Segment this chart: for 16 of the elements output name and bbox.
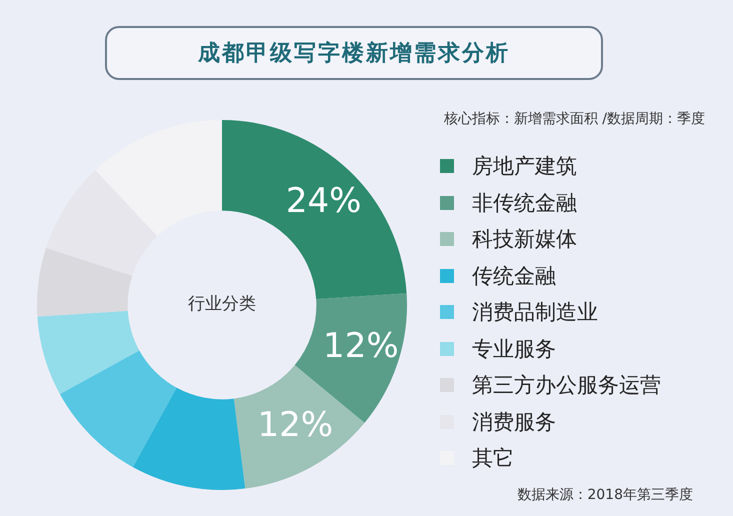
data-label: 24% (286, 181, 362, 222)
legend-label: 其它 (472, 445, 514, 472)
legend-label: 房地产建筑 (472, 153, 577, 180)
source-note: 数据来源：2018年第三季度 (517, 486, 693, 504)
legend-label: 传统金融 (472, 262, 556, 290)
legend-label: 第三方办公服务运营 (472, 372, 661, 400)
chart-subtitle: 核心指标：新增需求面积 /数据周期：季度 (444, 110, 705, 128)
chart-title: 成都甲级写字楼新增需求分析 (198, 40, 510, 68)
legend-label: 专业服务 (472, 336, 556, 363)
legend-label: 消费品制造业 (472, 299, 598, 326)
legend-label: 消费服务 (472, 408, 556, 436)
text: 行业分类 (187, 293, 257, 315)
data-label: 12% (258, 405, 334, 446)
data-label: 12% (323, 326, 399, 366)
legend-label: 非传统金融 (472, 190, 577, 217)
legend-label: 科技新媒体 (472, 226, 577, 254)
